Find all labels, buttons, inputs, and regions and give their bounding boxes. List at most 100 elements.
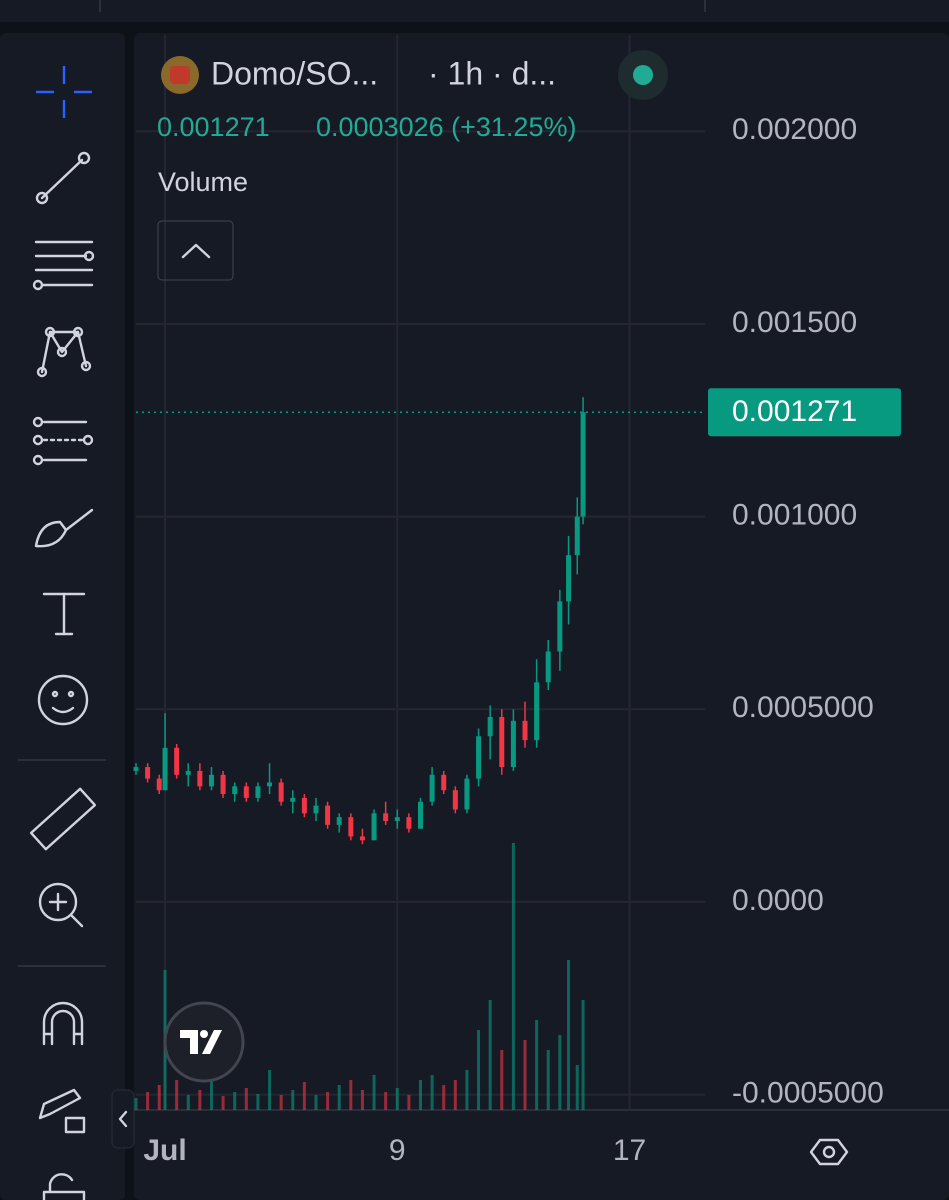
candle-body [208,774,214,787]
crosshair-tool[interactable] [36,66,92,118]
y-tick-label: 0.0000 [732,884,824,917]
candle-body [476,736,482,779]
tradingview-logo[interactable] [163,1001,245,1083]
x-tick-label: 17 [613,1134,646,1167]
volume-bar [256,1094,260,1110]
price-change: 0.0003026 (+31.25%) [316,112,576,142]
candle-body [325,805,331,825]
y-tick-label: 0.001000 [732,499,857,532]
volume-bar [477,1030,481,1110]
volume-bar [546,1050,550,1110]
volume-bar [221,1096,225,1110]
candle-body [499,716,505,768]
toolbar [0,33,125,1200]
candle-body [348,817,354,837]
candle-body [418,801,423,829]
fib-tool[interactable] [32,240,95,291]
plot: 0.002000 0.001500 0.001000 0.0005000 0.0000 -… [133,35,949,1167]
volume-bar [535,1020,539,1110]
candle-body [510,720,516,768]
y-tick-label: -0.0005000 [732,1077,884,1110]
zoom-tool[interactable] [38,882,84,928]
candle-body [580,412,586,517]
text-tool[interactable] [42,592,86,636]
y-tick-label: 0.001500 [732,306,857,339]
candle-body [145,767,151,779]
chart-pane [134,33,949,1200]
interval: · 1h · d... [428,55,556,91]
candle-body [313,805,319,814]
volume-bar [314,1095,318,1110]
candle-body [464,778,470,810]
volume-bar [198,1090,202,1110]
volume-bar [291,1090,295,1110]
volume-bar [337,1085,341,1110]
volume-bar [268,1070,272,1110]
candle-body [301,797,307,814]
brush-tool[interactable] [34,508,94,548]
volume-bar [384,1092,388,1110]
x-tick-label: Jul [143,1134,186,1167]
volume-bar [244,1088,248,1110]
candle-body [545,651,551,683]
pattern-tool[interactable] [36,326,92,378]
candle-body [185,770,191,775]
collapse-toolbar-button[interactable] [111,1089,135,1149]
lock-drawing-tool[interactable] [38,1088,86,1134]
collapse-legend-button[interactable] [157,220,234,281]
candle-body [220,774,226,795]
candle-body [255,786,261,798]
last-price-tag [708,388,901,437]
settings-button[interactable] [809,1138,849,1166]
volume-bar [567,960,571,1110]
candle-body [522,720,528,741]
candle-body [174,747,180,775]
candle-body [371,813,377,841]
toolbar-icons [18,66,106,1200]
volume-bar [279,1095,283,1110]
candle-body [452,790,458,810]
volume-bar [511,843,515,1110]
symbol-name[interactable]: Domo/SO... [211,55,378,91]
y-tick-label: 0.0005000 [732,691,874,724]
y-tick-label: 0.002000 [732,113,857,146]
volume-bar [488,1000,492,1110]
volume-bar [372,1075,376,1110]
trendline-tool[interactable] [35,151,91,205]
volume-bar [465,1070,469,1110]
volume-bar [430,1075,434,1110]
status-dot [633,65,653,85]
volume-bar [575,1065,579,1110]
candle-body [359,836,365,841]
collapse-arrow [118,1110,128,1128]
candle-body [133,767,139,771]
magnet-tool[interactable] [42,1001,84,1046]
volume-bar [419,1080,422,1110]
volume-bar [523,1040,527,1110]
candle-body [574,516,580,556]
emoji-tool[interactable] [37,674,89,726]
volume-bar [500,1050,504,1110]
unlock-tool[interactable] [42,1173,86,1200]
volume-bar [326,1092,330,1110]
x-tick-label: 9 [389,1134,406,1167]
volume-bar [233,1092,237,1110]
volume-bar [157,1085,161,1110]
candle-body [243,786,249,798]
volume-bar [146,1092,150,1110]
legend: Domo/SO... · 1h · d... 0.001271 0.000302… [157,50,668,281]
volume-bar [442,1085,446,1110]
prediction-tool[interactable] [32,416,94,466]
candle-body [383,813,389,822]
indicator-label[interactable]: Volume [158,167,248,197]
candle-body [290,797,296,802]
candle-body [197,770,203,787]
candle-body [267,782,273,787]
last-price: 0.001271 [157,112,270,142]
volume-bar [453,1080,457,1110]
volume-bar [302,1082,306,1110]
candle-body [232,786,238,795]
volume-bar [175,1080,179,1110]
ruler-tool[interactable] [29,787,97,851]
